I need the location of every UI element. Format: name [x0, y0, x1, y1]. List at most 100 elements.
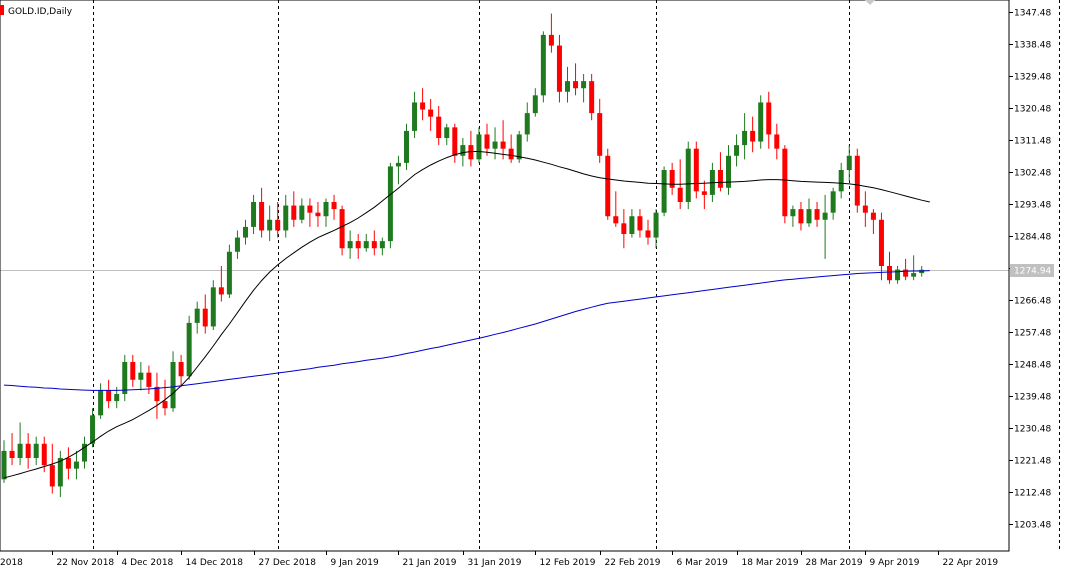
- candle-body: [428, 109, 434, 117]
- candle-body: [355, 241, 361, 249]
- candle-body: [685, 148, 691, 202]
- candle-bear: [315, 202, 321, 227]
- candle-body: [476, 134, 482, 160]
- candle-body: [387, 166, 393, 242]
- candle-body: [508, 148, 514, 160]
- candle-bull: [532, 88, 538, 117]
- candle-bear: [154, 372, 160, 419]
- candle-body: [106, 390, 112, 402]
- candle-bear: [130, 354, 136, 387]
- price-axis-tick-label: 1347.48: [1014, 9, 1051, 19]
- candle-body: [436, 116, 442, 138]
- time-axis-tick-label: 2018: [0, 558, 23, 568]
- candle-body: [645, 230, 651, 238]
- candle-body: [870, 212, 876, 220]
- candle-bull: [138, 362, 144, 391]
- candle-bull: [17, 422, 23, 466]
- candle-bull: [838, 162, 844, 199]
- candle-bear: [162, 379, 168, 416]
- candle-bear: [9, 433, 15, 466]
- candle-bear: [556, 34, 562, 103]
- candle-bear: [903, 258, 909, 281]
- candle-body: [339, 209, 345, 249]
- candle-bull: [895, 266, 901, 284]
- candle-body: [299, 205, 305, 220]
- candle-bear: [106, 379, 112, 409]
- price-axis-tick-label: 1248.48: [1014, 361, 1051, 371]
- candle-bull: [412, 91, 418, 138]
- current-price-tag-label: 1274.94: [1014, 267, 1051, 277]
- candle-bull: [363, 234, 369, 252]
- candle-body: [283, 205, 289, 231]
- candle-bear: [178, 354, 184, 387]
- candle-bull: [742, 113, 748, 160]
- candle-bear: [49, 443, 55, 494]
- candle-body: [347, 241, 353, 249]
- candle-bull: [387, 162, 393, 249]
- candle-body: [846, 155, 852, 170]
- candle-body: [210, 287, 216, 327]
- candle-body: [717, 170, 723, 188]
- candle-bull: [492, 127, 498, 160]
- candle-bull: [98, 383, 104, 419]
- candle-bull: [822, 194, 828, 259]
- candle-bull: [476, 127, 482, 163]
- candle-bear: [275, 202, 281, 238]
- time-axis-tick-label: 9 Jan 2019: [331, 558, 379, 568]
- candle-body: [830, 191, 836, 213]
- candle-bear: [887, 251, 892, 284]
- candle-body: [556, 45, 562, 92]
- candle-body: [854, 155, 860, 206]
- time-axis-tick-label: 18 Mar 2019: [742, 558, 799, 568]
- candle-bull: [524, 102, 530, 142]
- plot-frame: [0, 0, 1010, 552]
- time-axis-tick-label: 21 Jan 2019: [403, 558, 457, 568]
- candle-body: [114, 394, 120, 402]
- candle-body: [693, 148, 699, 192]
- candle-bear: [291, 191, 297, 227]
- candle-bear: [854, 148, 860, 213]
- candle-body: [516, 134, 522, 160]
- time-axis-tick-label: 22 Apr 2019: [943, 558, 999, 568]
- candle-body: [862, 205, 868, 213]
- candle-bear: [669, 162, 675, 195]
- price-axis-tick-label: 1284.48: [1014, 233, 1051, 243]
- candle-bear: [573, 63, 579, 96]
- time-axis-tick-label: 31 Jan 2019: [468, 558, 522, 568]
- candle-body: [9, 450, 15, 458]
- time-axis-tick-label: 4 Dec 2018: [122, 558, 174, 568]
- candle-bull: [726, 145, 731, 195]
- candle-body: [146, 372, 152, 387]
- candle-body: [540, 34, 546, 96]
- candle-body: [766, 102, 772, 135]
- candle-body: [307, 205, 313, 213]
- candle-body: [154, 386, 160, 402]
- candle-body: [750, 130, 756, 142]
- candle-bear: [484, 123, 490, 156]
- candle-bull: [90, 408, 96, 448]
- candle-bear: [218, 266, 224, 302]
- candle-body: [130, 362, 136, 380]
- candle-bear: [862, 191, 868, 227]
- candle-bear: [693, 141, 699, 199]
- candle-body: [371, 241, 377, 249]
- candle-bear: [766, 91, 772, 149]
- candle-bull: [806, 198, 812, 227]
- candle-body: [878, 219, 884, 266]
- candle-bear: [645, 219, 651, 245]
- candle-body: [468, 145, 474, 160]
- candle-body: [259, 202, 265, 231]
- candle-body: [701, 191, 707, 195]
- candle-bear: [307, 198, 313, 227]
- candle-bull: [122, 354, 128, 402]
- price-axis-tick-label: 1239.48: [1014, 393, 1051, 403]
- candle-bull: [251, 194, 257, 234]
- candle-body: [444, 127, 450, 138]
- moving-average-slow-line: [3, 270, 930, 391]
- candle-bear: [25, 433, 31, 469]
- candle-body: [669, 170, 675, 188]
- candle-body: [589, 81, 595, 114]
- chart-shift-marker-icon[interactable]: [865, 0, 875, 5]
- price-axis-tick-label: 1203.48: [1014, 521, 1051, 531]
